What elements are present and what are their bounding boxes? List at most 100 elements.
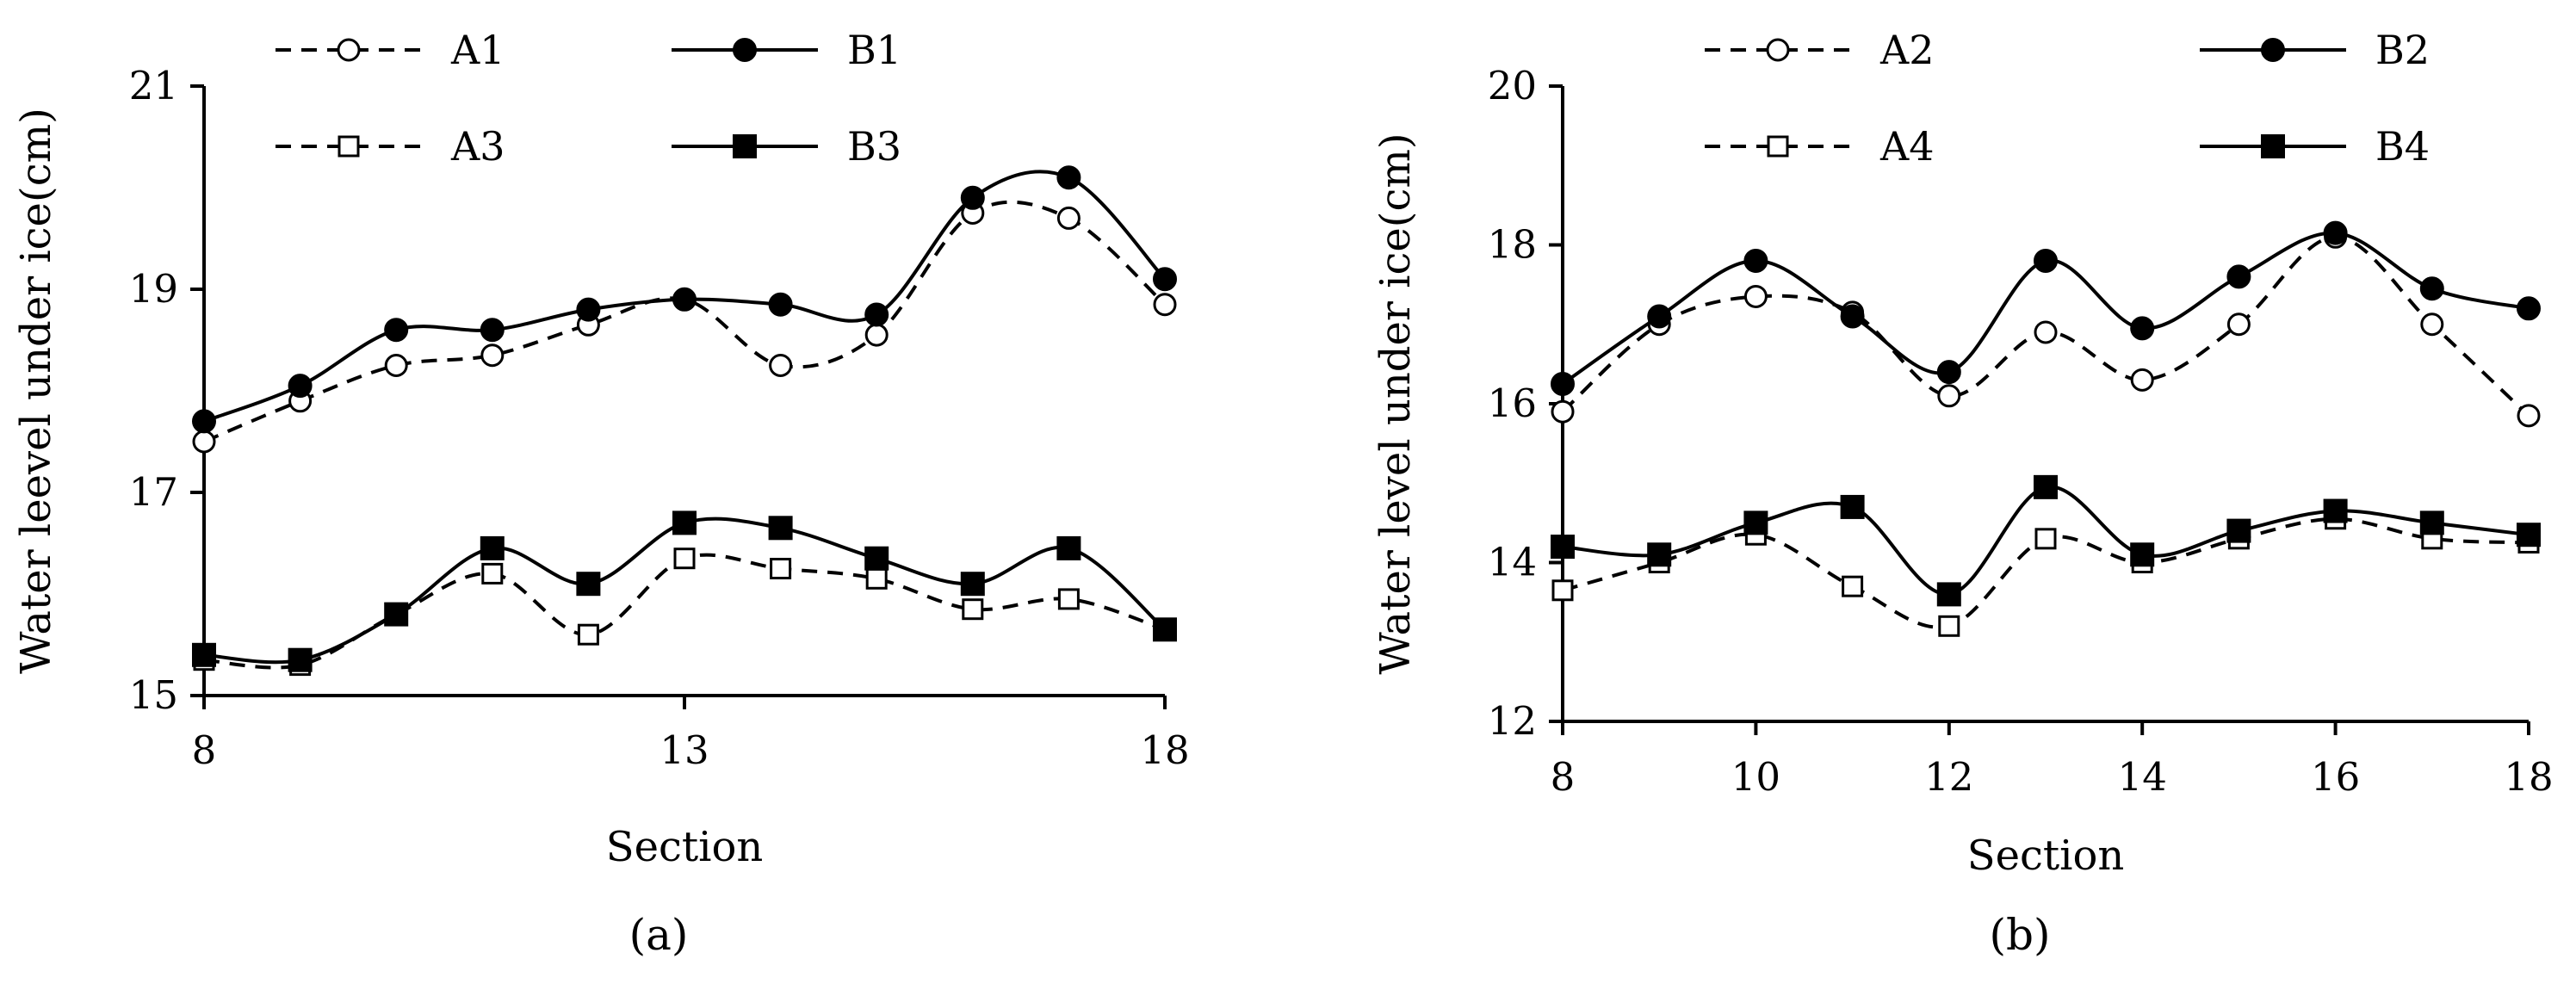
data-point-B2 xyxy=(1840,304,1865,329)
y-tick-label: 18 xyxy=(1488,222,1537,268)
data-point-B3 xyxy=(864,546,889,571)
data-point-B4 xyxy=(2517,523,2541,547)
data-point-B1 xyxy=(192,409,216,434)
legend-marker-B1 xyxy=(733,38,757,62)
data-point-A1 xyxy=(1153,293,1177,317)
data-point-B2 xyxy=(1551,371,1575,396)
legend-marker-A2 xyxy=(1766,38,1790,62)
data-point-B1 xyxy=(384,318,409,343)
series-B3 xyxy=(192,510,1177,672)
data-point-A3 xyxy=(770,558,792,579)
x-tick-label: 14 xyxy=(2118,754,2167,800)
legend: A2 B2 A4 B4 xyxy=(1705,27,2430,170)
legend-label-A2: A2 xyxy=(1879,27,1935,73)
data-point-B1 xyxy=(576,297,601,322)
data-point-B3 xyxy=(576,572,601,597)
data-point-B3 xyxy=(768,516,793,541)
x-axis-label: Section xyxy=(1967,832,2125,880)
series-B4 xyxy=(1551,474,2541,607)
legend-marker-A4 xyxy=(1767,135,1789,158)
data-point-A1 xyxy=(1056,206,1081,230)
data-point-B2 xyxy=(1936,360,1961,385)
legend-marker-A1 xyxy=(337,38,361,62)
legend-label-B3: B3 xyxy=(847,123,901,170)
x-tick-label: 10 xyxy=(1731,754,1780,800)
y-axis-label: Water level under ice(cm) xyxy=(1372,133,1420,674)
x-tick-label: 18 xyxy=(1140,727,1189,773)
legend-label-A4: A4 xyxy=(1879,123,1935,170)
series-line-A3 xyxy=(203,553,1166,670)
series-line-B3 xyxy=(203,517,1167,665)
data-point-A2 xyxy=(1743,284,1768,308)
data-point-A3 xyxy=(673,547,696,570)
legend-item-B3: B3 xyxy=(672,123,901,170)
legend-item-A2: A2 xyxy=(1705,27,1935,73)
data-point-A3 xyxy=(577,623,599,646)
data-point-A4 xyxy=(2034,528,2057,550)
data-point-B2 xyxy=(2130,316,2155,341)
panel-a: 15 17 19 21 8 13 18 Section Water leevel under i… xyxy=(12,27,1190,960)
data-point-B2 xyxy=(2034,248,2058,273)
y-tick-label: 15 xyxy=(129,672,178,718)
data-point-B4 xyxy=(2034,474,2058,499)
legend-item-B4: B4 xyxy=(2200,123,2430,170)
data-point-B1 xyxy=(1056,165,1081,190)
data-point-A4 xyxy=(1842,575,1864,597)
data-point-B3 xyxy=(1056,535,1081,560)
panel-b: 12 14 16 18 20 8 10 12 14 16 18 Section Water level … xyxy=(1372,27,2554,960)
legend-item-B1: B1 xyxy=(672,27,901,73)
x-tick-label: 8 xyxy=(192,727,217,773)
legend-label-B1: B1 xyxy=(847,27,901,73)
series-line-B1 xyxy=(203,170,1167,424)
legend-item-A3: A3 xyxy=(276,123,505,170)
x-axis-label: Section xyxy=(606,823,764,871)
panel-caption: (b) xyxy=(1989,910,2050,960)
y-tick-label: 14 xyxy=(1488,540,1537,585)
data-point-B2 xyxy=(2517,296,2541,321)
legend-label-B2: B2 xyxy=(2375,27,2430,73)
data-point-B4 xyxy=(1936,582,1961,607)
data-point-B2 xyxy=(2419,276,2444,301)
data-point-B4 xyxy=(2419,510,2444,535)
data-point-A2 xyxy=(2517,404,2541,428)
data-point-A4 xyxy=(1551,579,1574,602)
legend-item-A1: A1 xyxy=(276,27,505,73)
data-point-A1 xyxy=(192,430,216,454)
data-point-A2 xyxy=(1551,399,1575,424)
data-point-A2 xyxy=(2420,312,2444,337)
y-tick-label: 19 xyxy=(129,266,178,312)
data-point-B3 xyxy=(480,535,505,560)
data-point-B3 xyxy=(192,642,216,667)
data-point-B1 xyxy=(672,287,697,312)
data-point-B1 xyxy=(1153,267,1177,292)
series-line-A1 xyxy=(203,200,1167,443)
data-point-B4 xyxy=(1551,535,1575,560)
data-point-B4 xyxy=(2130,542,2155,567)
data-point-B1 xyxy=(768,292,793,317)
series-A4 xyxy=(1551,508,2540,637)
series-B1 xyxy=(192,165,1177,434)
legend-label-A1: A1 xyxy=(450,27,505,73)
legend-marker-B2 xyxy=(2261,38,2285,62)
data-point-B4 xyxy=(1840,494,1865,519)
y-tick-label: 21 xyxy=(129,63,178,108)
legend-label-A3: A3 xyxy=(450,123,505,170)
data-point-B2 xyxy=(2226,264,2251,289)
data-point-A3 xyxy=(962,598,984,621)
data-point-B3 xyxy=(1153,617,1177,642)
data-point-B4 xyxy=(2323,498,2348,523)
data-point-B4 xyxy=(2226,518,2251,543)
y-tick-label: 12 xyxy=(1488,698,1537,744)
data-point-B3 xyxy=(288,647,313,672)
panel-caption: (a) xyxy=(629,910,689,960)
legend-marker-A3 xyxy=(337,135,360,158)
x-tick-label: 12 xyxy=(1924,754,1973,800)
data-point-B3 xyxy=(384,602,409,627)
data-point-B1 xyxy=(864,302,889,327)
x-tick-label: 18 xyxy=(2504,754,2553,800)
legend-marker-B3 xyxy=(733,134,757,158)
data-point-A1 xyxy=(480,343,505,368)
data-point-A1 xyxy=(384,354,408,377)
legend-item-A4: A4 xyxy=(1705,123,1935,170)
